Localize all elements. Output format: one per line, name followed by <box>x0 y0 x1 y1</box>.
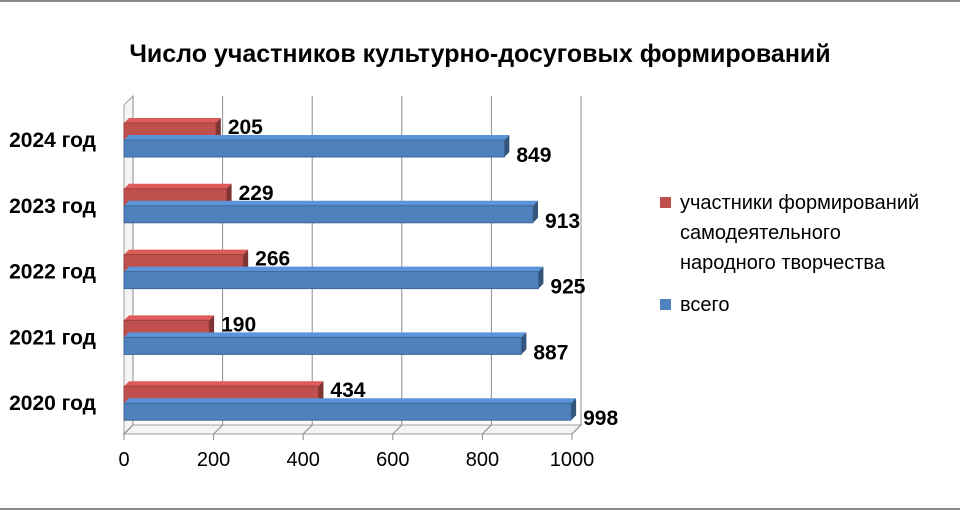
bar-side <box>538 266 544 289</box>
x-tick-label: 1000 <box>550 449 595 471</box>
legend-item-participants: участники формирований самодеятельного н… <box>660 188 960 278</box>
chart-legend: участники формирований самодеятельного н… <box>660 188 960 320</box>
category-label: 2024 год <box>9 129 96 152</box>
x-tick-label: 200 <box>197 449 230 471</box>
bar-side <box>209 315 215 338</box>
bar-side <box>521 332 527 355</box>
data-label: 205 <box>228 116 263 139</box>
bar-top <box>124 135 510 140</box>
legend-swatch-participants <box>660 197 671 208</box>
bar <box>123 205 534 224</box>
data-label: 998 <box>583 407 618 430</box>
bar-side <box>226 183 232 206</box>
data-label: 266 <box>255 248 290 271</box>
bar-top <box>124 118 221 123</box>
bar <box>123 336 522 355</box>
bar-top <box>124 315 215 321</box>
data-label: 925 <box>550 276 585 299</box>
bar <box>123 402 572 421</box>
bar-top <box>124 332 527 338</box>
data-label: 849 <box>516 144 551 167</box>
bar-top <box>124 249 249 255</box>
legend-label-participants-line-2: самодеятельного <box>680 222 841 244</box>
bar-top <box>124 183 232 189</box>
data-label: 887 <box>533 341 568 364</box>
x-tick-label: 800 <box>466 449 499 471</box>
bar-side <box>533 200 539 223</box>
bar-side <box>504 135 510 157</box>
bar-top <box>124 266 544 272</box>
bar-top <box>124 200 539 206</box>
chart-title: Число участников культурно-досуговых фор… <box>129 40 831 68</box>
bar-top <box>124 381 324 387</box>
floor-gridline-200 <box>213 424 223 435</box>
bar-side <box>571 398 577 421</box>
legend-label-participants-line-3: народного творчества <box>680 252 885 274</box>
bar <box>123 271 539 290</box>
legend-swatch-total <box>660 299 671 310</box>
legend-label-total: всего <box>680 294 730 316</box>
data-label: 913 <box>545 210 580 233</box>
floor-gridline-400 <box>302 424 313 435</box>
x-tick-label: 400 <box>287 449 320 471</box>
floor-gridline-800 <box>482 424 492 435</box>
x-tick-label: 600 <box>376 449 409 471</box>
data-label: 434 <box>330 379 365 402</box>
category-label: 2022 год <box>9 261 96 284</box>
bar-side <box>243 249 249 272</box>
x-tick-label: 0 <box>118 449 129 471</box>
legend-label-participants-line-1: участники формирований <box>680 192 920 214</box>
floor-gridline-0 <box>123 424 134 435</box>
floor-gridline-1000 <box>571 424 582 435</box>
bar-top <box>124 398 577 404</box>
category-label: 2023 год <box>9 195 96 218</box>
category-label: 2020 год <box>9 392 96 415</box>
bar <box>123 139 505 158</box>
data-label: 229 <box>239 182 274 205</box>
floor-gridline-600 <box>392 424 403 435</box>
bar-side <box>215 118 221 140</box>
category-label: 2021 год <box>9 326 96 349</box>
legend-item-total: всего <box>660 290 960 320</box>
bar-side <box>318 381 324 404</box>
data-label: 190 <box>221 313 256 336</box>
floor <box>122 424 583 435</box>
